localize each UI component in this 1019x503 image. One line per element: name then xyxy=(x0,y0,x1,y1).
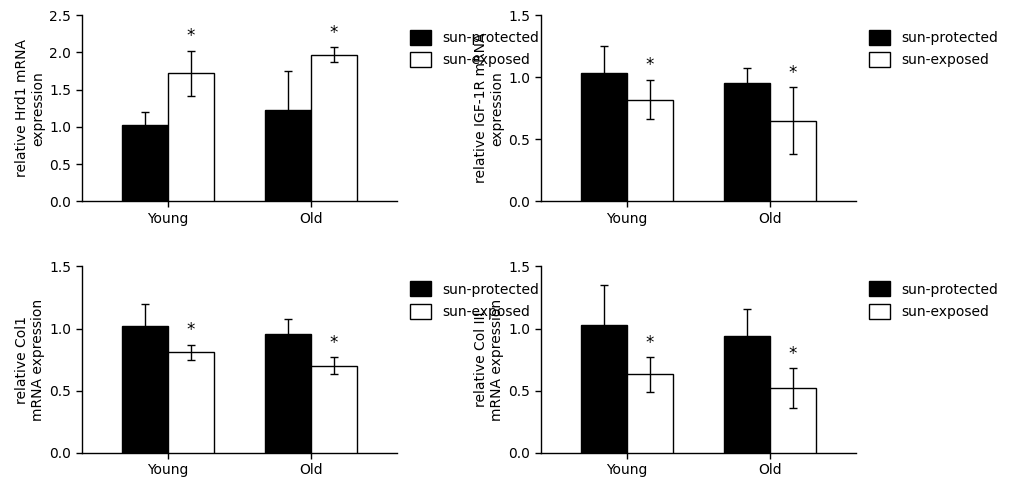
Bar xyxy=(769,121,815,201)
Text: *: * xyxy=(329,333,338,352)
Text: *: * xyxy=(645,333,653,352)
Text: *: * xyxy=(329,24,338,42)
Bar xyxy=(311,54,357,201)
Bar xyxy=(769,388,815,453)
Bar xyxy=(626,100,672,201)
Bar xyxy=(167,352,213,453)
Text: *: * xyxy=(788,63,797,81)
Text: *: * xyxy=(788,345,797,363)
Bar xyxy=(723,83,769,201)
Bar xyxy=(265,333,311,453)
Text: *: * xyxy=(186,27,195,45)
Bar xyxy=(580,325,626,453)
Legend: sun-protected, sun-exposed: sun-protected, sun-exposed xyxy=(862,276,1003,324)
Bar xyxy=(121,326,167,453)
Text: *: * xyxy=(186,321,195,339)
Bar xyxy=(311,366,357,453)
Y-axis label: relative Hrd1 mRNA
expression: relative Hrd1 mRNA expression xyxy=(15,39,45,177)
Bar xyxy=(265,110,311,201)
Bar xyxy=(723,336,769,453)
Legend: sun-protected, sun-exposed: sun-protected, sun-exposed xyxy=(862,25,1003,73)
Bar xyxy=(121,125,167,201)
Y-axis label: relative Col1
mRNA expression: relative Col1 mRNA expression xyxy=(15,298,45,421)
Bar xyxy=(167,73,213,201)
Bar xyxy=(580,73,626,201)
Y-axis label: relative Col III
mRNA expression: relative Col III mRNA expression xyxy=(474,298,503,421)
Legend: sun-protected, sun-exposed: sun-protected, sun-exposed xyxy=(404,25,544,73)
Y-axis label: relative IGF-1R mRNA
expression: relative IGF-1R mRNA expression xyxy=(474,33,503,184)
Bar xyxy=(626,375,672,453)
Text: *: * xyxy=(645,56,653,74)
Legend: sun-protected, sun-exposed: sun-protected, sun-exposed xyxy=(404,276,544,324)
